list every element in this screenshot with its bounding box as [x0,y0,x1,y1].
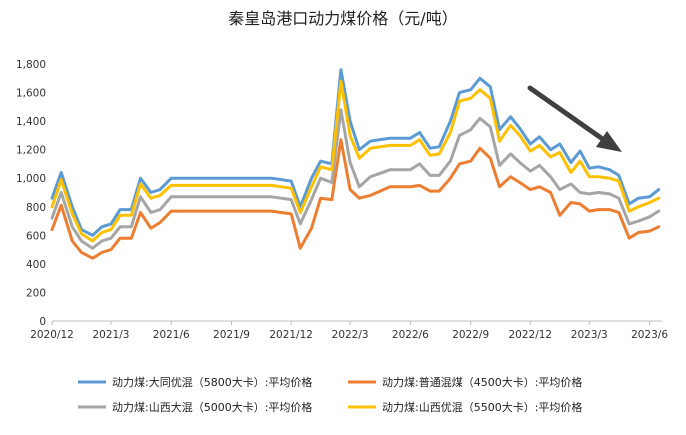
trend-arrow-shaft [527,85,607,143]
x-tick-label: 2022/3 [332,329,369,341]
y-tick-label: 600 [26,230,46,242]
series-group [50,68,661,260]
x-tick-label: 2022/12 [508,329,552,341]
y-tick-label: 200 [26,287,46,299]
series-line [50,138,661,260]
y-tick-label: 1,000 [16,173,46,185]
y-tick-label: 1,800 [16,59,46,71]
legend: 动力煤:大同优混（5800大卡）:平均价格 动力煤:普通混煤（4500大卡）:平均… [78,375,582,414]
x-tick-label: 2020/12 [30,329,74,341]
y-axis: 0 200 400 600 800 1,000 1,200 1,400 1,600 1,800 [16,59,46,328]
x-tick-label: 2021/9 [213,329,250,341]
x-tick-label: 2021/6 [153,329,190,341]
y-tick-label: 1,200 [16,145,46,157]
series-line [50,79,661,243]
y-tick-label: 1,400 [16,116,46,128]
y-tick-label: 0 [39,316,46,328]
x-tick-label: 2023/6 [631,329,668,341]
x-tick-label: 2021/3 [92,329,129,341]
legend-label: 动力煤:山西大混（5000大卡）:平均价格 [112,400,312,414]
chart-title: 秦皇岛港口动力煤价格（元/吨） [228,9,457,28]
x-axis: 2020/12 2021/3 2021/6 2021/9 2021/12 2022/3 20… [30,320,668,341]
trend-arrow-head [596,131,622,152]
y-tick-label: 800 [26,202,46,214]
y-tick-label: 1,600 [16,88,46,100]
x-tick-label: 2022/6 [392,329,429,341]
trend-arrow [527,85,622,152]
y-tick-label: 400 [26,259,46,271]
legend-label: 动力煤:大同优混（5800大卡）:平均价格 [112,375,312,389]
series-line [50,68,661,237]
legend-label: 动力煤:山西优混（5500大卡）:平均价格 [382,400,582,414]
x-tick-label: 2021/12 [269,329,313,341]
series-line [50,108,661,250]
legend-label: 动力煤:普通混煤（4500大卡）:平均价格 [382,375,582,389]
x-tick-label: 2022/9 [452,329,489,341]
x-tick-label: 2023/3 [571,329,608,341]
